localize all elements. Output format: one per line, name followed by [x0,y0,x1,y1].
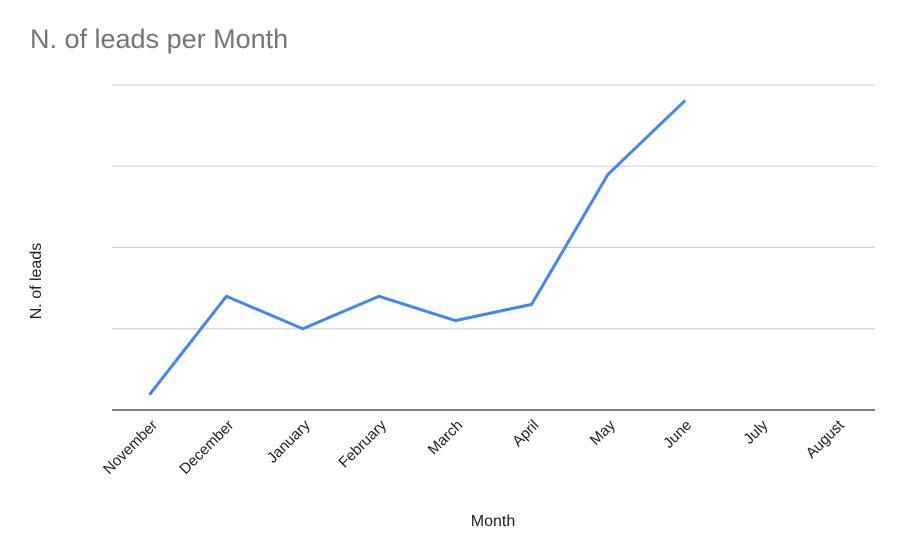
x-tick-label: May [587,416,619,448]
x-tick-label: January [264,416,314,466]
y-axis-label: N. of leads [28,243,45,319]
gridlines [112,84,875,330]
x-axis-label: Month [471,513,515,530]
chart-title: N. of leads per Month [30,24,289,54]
x-tick-label: July [740,416,771,447]
x-tick-label: April [509,417,542,450]
x-tick-label: December [176,417,237,478]
x-tick-label: August [803,416,849,462]
x-tick-label: March [425,417,466,458]
series-line [148,99,686,396]
x-tick-label: February [335,416,390,471]
x-tick-labels: November December January February March Apri… [100,416,848,478]
x-tick-label: June [660,417,695,452]
series-group [148,99,686,396]
x-tick-label: November [100,417,161,478]
